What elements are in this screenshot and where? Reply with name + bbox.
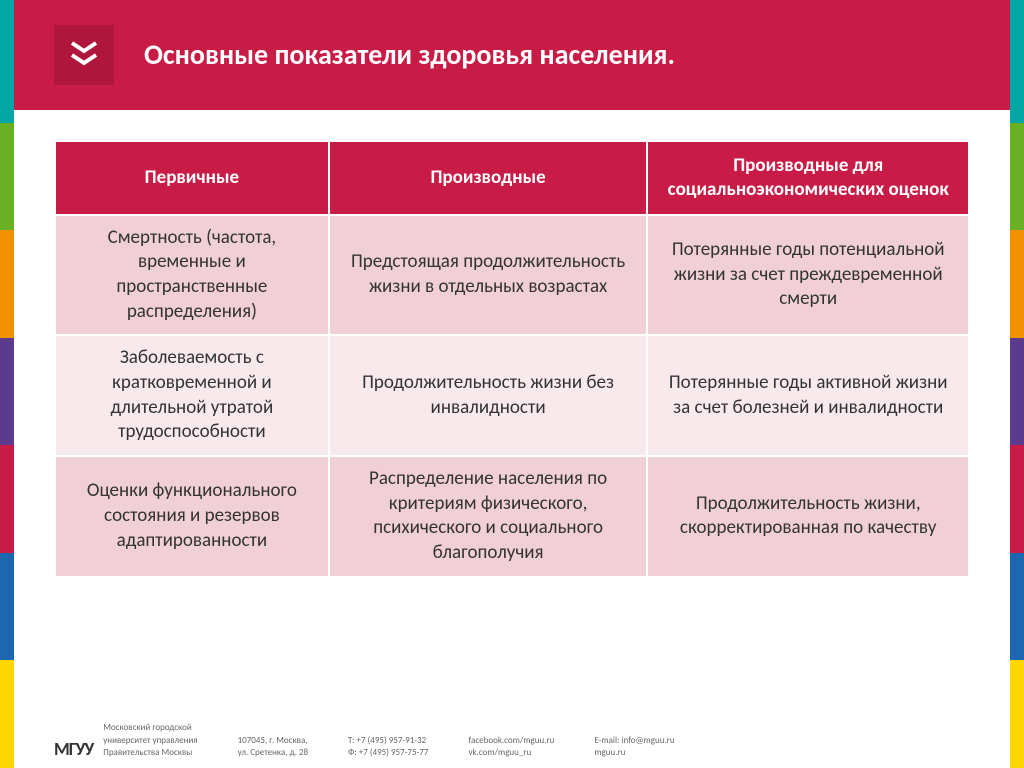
logo-text: МГУУ (54, 738, 93, 760)
right-color-stripe (1010, 0, 1024, 768)
table-row: Оценки функционального состояния и резер… (55, 456, 969, 577)
chevron-down-icon (54, 25, 114, 85)
slide-footer: МГУУ Московский городской университет уп… (54, 722, 970, 760)
footer-web: facebook.com/mguu.ru vk.com/mguu_ru (468, 735, 554, 760)
cell: Потерянные годы активной жизни за счет б… (647, 335, 969, 456)
slide-header: Основные показатели здоровья населения. (14, 0, 1010, 110)
cell: Потерянные годы потенциальной жизни за с… (647, 215, 969, 336)
cell: Смертность (частота, временные и простра… (55, 215, 329, 336)
footer-email: E-mail: info@mguu.ru mguu.ru (594, 735, 674, 760)
footer-phones: Т: +7 (495) 957-91-32 Ф: +7 (495) 957-75… (348, 735, 428, 760)
table-row: Заболеваемость с кратковременной и длите… (55, 335, 969, 456)
table-row: Смертность (частота, временные и простра… (55, 215, 969, 336)
indicators-table: Первичные Производные Производные для со… (54, 140, 970, 578)
cell: Заболеваемость с кратковременной и длите… (55, 335, 329, 456)
col-header-primary: Первичные (55, 141, 329, 215)
cell: Распределение населения по критериям физ… (329, 456, 648, 577)
col-header-socioecon: Производные для социальноэкономических о… (647, 141, 969, 215)
cell: Предстоящая продолжительность жизни в от… (329, 215, 648, 336)
footer-address: 107045, г. Москва, ул. Сретенка, д. 28 (238, 735, 308, 760)
footer-logo: МГУУ Московский городской университет уп… (54, 722, 198, 760)
slide-title: Основные показатели здоровья населения. (144, 38, 675, 72)
cell: Оценки функционального состояния и резер… (55, 456, 329, 577)
table-container: Первичные Производные Производные для со… (14, 110, 1010, 588)
col-header-derived: Производные (329, 141, 648, 215)
cell: Продолжительность жизни, скорректированн… (647, 456, 969, 577)
left-color-stripe (0, 0, 14, 768)
slide-body: Основные показатели здоровья населения. … (14, 0, 1010, 768)
footer-org: Московский городской университет управле… (103, 722, 197, 760)
cell: Продолжительность жизни без инвалидности (329, 335, 648, 456)
